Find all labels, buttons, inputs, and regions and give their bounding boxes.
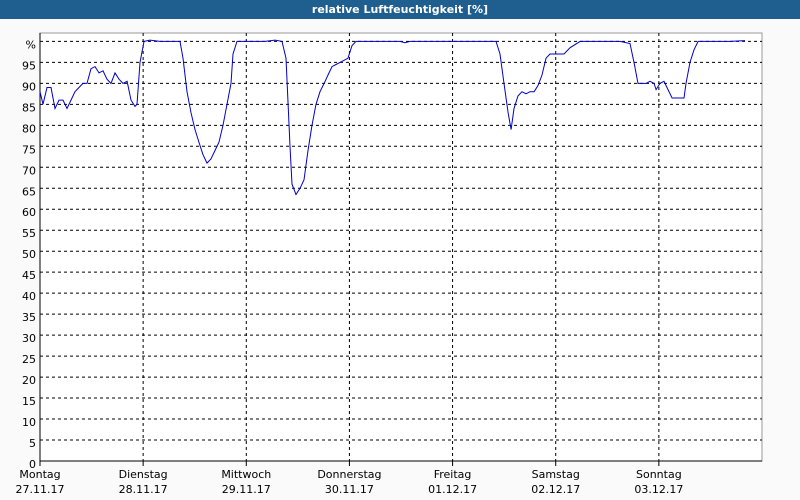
y-tick-label: 40 [22, 290, 36, 303]
y-tick-label: 80 [22, 122, 36, 135]
x-tick-sublabel: 28.11.17 [119, 483, 168, 496]
x-tick-label: Samstag [532, 468, 580, 481]
y-tick-label: 50 [22, 248, 36, 261]
y-tick-label: 45 [22, 269, 36, 282]
y-tick-label: 70 [22, 164, 36, 177]
x-tick-sublabel: 30.11.17 [325, 483, 374, 496]
y-tick-label: % [26, 38, 36, 51]
y-tick-label: 0 [29, 458, 36, 471]
x-tick-label: Mittwoch [221, 468, 271, 481]
x-tick-sublabel: 27.11.17 [16, 483, 65, 496]
x-tick-label: Dienstag [119, 468, 168, 481]
y-tick-label: 15 [22, 395, 36, 408]
y-tick-label: 95 [22, 59, 36, 72]
x-tick-sublabel: 29.11.17 [222, 483, 271, 496]
x-tick-label: Sonntag [636, 468, 682, 481]
y-tick-label: 85 [22, 101, 36, 114]
y-tick-label: 60 [22, 206, 36, 219]
title-bar [0, 0, 800, 19]
y-tick-label: 90 [22, 80, 36, 93]
y-tick-label: 65 [22, 185, 36, 198]
y-tick-label: 20 [22, 374, 36, 387]
y-tick-label: 35 [22, 311, 36, 324]
y-tick-label: 10 [22, 416, 36, 429]
plot-area [39, 32, 763, 462]
y-tick-label: 25 [22, 353, 36, 366]
y-tick-label: 30 [22, 332, 36, 345]
chart-title: relative Luftfeuchtigkeit [%] [312, 3, 488, 16]
x-tick-label: Donnerstag [317, 468, 381, 481]
x-tick-label: Freitag [434, 468, 472, 481]
y-tick-label: 55 [22, 227, 36, 240]
x-tick-label: Montag [19, 468, 60, 481]
y-tick-label: 75 [22, 143, 36, 156]
data-line [39, 39, 746, 196]
x-tick-sublabel: 01.12.17 [428, 483, 477, 496]
y-tick-label: 5 [29, 437, 36, 450]
x-tick-sublabel: 03.12.17 [634, 483, 683, 496]
x-tick-sublabel: 02.12.17 [531, 483, 580, 496]
